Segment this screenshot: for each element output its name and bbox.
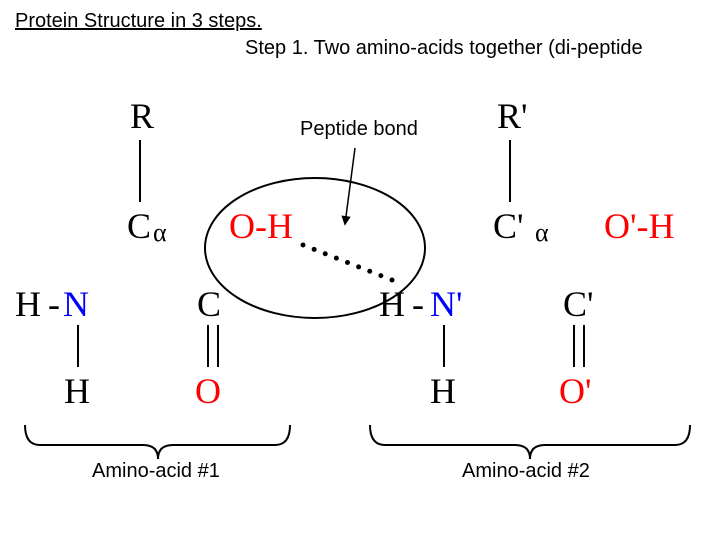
amino-acid-1-label: Amino-acid #1 [92,460,220,483]
chem-symbol-Hp: H [379,283,405,325]
chem-symbol-Rp: R' [497,95,528,137]
diagram-overlay [0,0,720,540]
chem-symbol-OH: O-H [229,205,293,247]
chem-symbol-H: H [15,283,41,325]
chem-symbol-dash: - [48,283,60,325]
page-subtitle: Step 1. Two amino-acids together (di-pep… [245,37,643,60]
chem-symbol-alphap: α [535,218,549,248]
chem-symbol-Op: O' [559,370,591,412]
chem-symbol-alpha: α [153,218,167,248]
chem-symbol-R: R [130,95,154,137]
chem-symbol-Hbelowp: H [430,370,456,412]
peptide-bond-label: Peptide bond [300,118,418,141]
amino-acid-2-label: Amino-acid #2 [462,460,590,483]
chem-symbol-Hbelow: H [64,370,90,412]
chem-symbol-N: N [63,283,89,325]
chem-symbol-Np: N' [430,283,462,325]
chem-symbol-Cp: C' [563,283,594,325]
page-title: Protein Structure in 3 steps. [15,10,262,33]
chem-symbol-OHp: O'-H [604,205,674,247]
chem-symbol-C: C [197,283,221,325]
chem-symbol-O: O [195,370,221,412]
chem-symbol-Calphap: C' [493,205,524,247]
chem-symbol-dashp: - [412,283,424,325]
chem-symbol-Calpha: C [127,205,151,247]
